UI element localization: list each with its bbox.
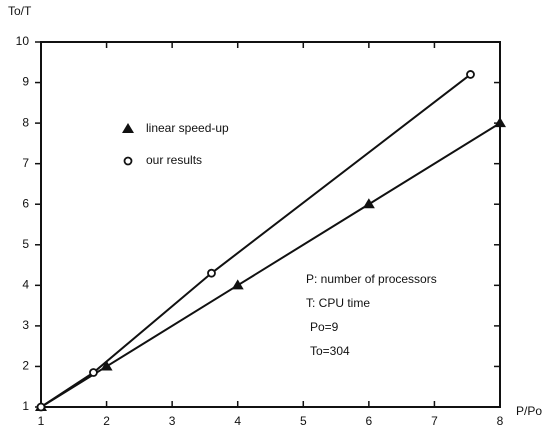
y-tick-label: 7	[22, 156, 29, 170]
data-point	[36, 402, 46, 412]
data-point	[100, 360, 113, 371]
y-tick-label: 8	[22, 115, 29, 129]
legend-marker	[123, 156, 133, 166]
data-point	[466, 70, 475, 79]
data-point	[89, 368, 98, 377]
y-tick-label: 2	[22, 359, 29, 373]
y-tick-label: 10	[16, 34, 30, 48]
y-tick-label: 5	[22, 237, 29, 251]
x-tick-label: 6	[366, 414, 373, 428]
series-line	[40, 122, 501, 408]
legend-label: linear speed-up	[146, 121, 229, 135]
annotation: P: number of processors	[306, 272, 437, 286]
x-tick-label: 8	[497, 414, 504, 428]
data-point	[494, 117, 506, 128]
legend-marker	[122, 123, 134, 133]
y-tick-label: 1	[22, 399, 29, 413]
annotation: To=304	[310, 344, 350, 358]
series-line	[40, 73, 472, 408]
y-tick-label: 3	[22, 318, 29, 332]
x-tick-label: 4	[234, 414, 241, 428]
plot-frame	[40, 41, 501, 408]
x-axis-label: P/Po	[516, 404, 542, 418]
y-axis-label: To/T	[8, 4, 32, 18]
x-tick-label: 1	[38, 414, 45, 428]
data-point	[207, 268, 216, 278]
annotation: Po=9	[310, 320, 339, 334]
y-tick-label: 4	[22, 278, 29, 292]
y-tick-label: 9	[22, 75, 29, 89]
legend-label: our results	[146, 153, 202, 167]
data-point	[362, 198, 375, 209]
x-tick-label: 3	[169, 414, 176, 428]
y-tick-label: 6	[22, 196, 29, 210]
data-point	[231, 279, 244, 290]
x-tick-label: 2	[103, 414, 110, 428]
annotation: T: CPU time	[306, 296, 370, 310]
x-tick-label: 7	[431, 414, 438, 428]
x-tick-label: 5	[300, 414, 307, 428]
